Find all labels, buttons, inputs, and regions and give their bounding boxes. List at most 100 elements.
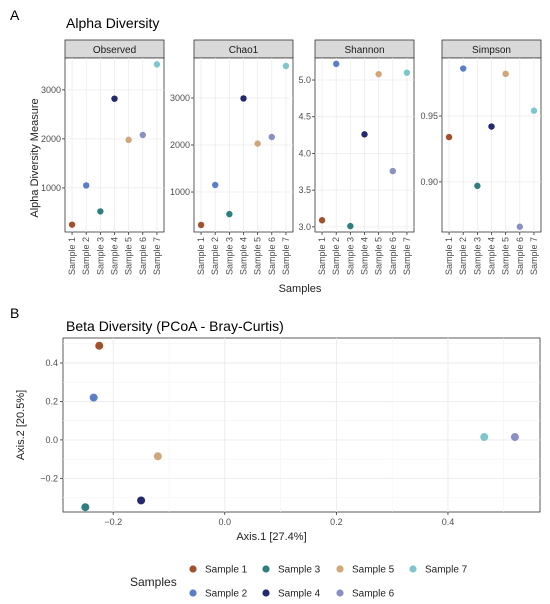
- x-tick-label: Sample 6: [267, 237, 277, 275]
- y-tick-label: 4.0: [298, 148, 311, 158]
- x-tick-label: Sample 5: [501, 237, 511, 275]
- alpha-y-axis-label: Alpha Diversity Measure: [29, 98, 41, 217]
- legend-item-sample-4: Sample 4: [262, 589, 321, 600]
- beta-x-axis-label: Axis.1 [27.4%]: [236, 531, 306, 543]
- point-chao1-sample-3: [226, 210, 233, 218]
- y-tick-label: 0.95: [420, 111, 438, 121]
- point-observed-sample-6: [139, 131, 146, 139]
- point-observed-sample-7: [153, 61, 161, 68]
- alpha-title: Alpha Diversity: [66, 15, 159, 31]
- x-tick-label: Sample 7: [152, 237, 162, 275]
- beta-panel: [62, 337, 541, 513]
- x-tick-label: Sample 3: [345, 237, 355, 275]
- panel-b-letter: B: [10, 305, 19, 321]
- x-tick-label: −0.2: [104, 517, 122, 527]
- point-sample-6: [510, 433, 519, 442]
- y-tick-label: 1000: [170, 187, 190, 197]
- legend-item-sample-2: Sample 2: [189, 589, 248, 600]
- legend-swatch: [262, 589, 270, 597]
- x-tick-label: Sample 7: [529, 237, 539, 275]
- legend-item-sample-7: Sample 7: [409, 565, 468, 576]
- point-sample-3: [81, 503, 90, 512]
- legend-label: Sample 2: [205, 589, 248, 600]
- x-tick-label: Sample 4: [360, 237, 370, 275]
- y-tick-label: 0.90: [420, 177, 438, 187]
- x-tick-label: Sample 1: [317, 237, 327, 275]
- point-simpson-sample-2: [460, 65, 467, 72]
- alpha-x-axis-label: Samples: [279, 283, 322, 295]
- legend-item-sample-5: Sample 5: [336, 565, 395, 576]
- legend-item-sample-6: Sample 6: [336, 589, 395, 600]
- point-simpson-sample-7: [530, 107, 538, 114]
- legend-swatch: [336, 589, 344, 597]
- legend-label: Sample 1: [205, 565, 248, 576]
- y-tick-label: 0.4: [45, 358, 58, 368]
- point-chao1-sample-1: [197, 221, 205, 229]
- y-tick-label: 0.2: [45, 396, 58, 406]
- point-simpson-sample-5: [502, 70, 509, 78]
- x-tick-label: Sample 4: [239, 237, 249, 275]
- x-tick-label: Sample 3: [95, 237, 105, 275]
- x-tick-label: Sample 5: [253, 237, 263, 275]
- x-tick-label: Sample 7: [281, 237, 291, 275]
- legend-swatch: [189, 589, 197, 597]
- x-tick-label: Sample 2: [331, 237, 341, 275]
- x-tick-label: 0.0: [219, 517, 232, 527]
- x-tick-label: Sample 6: [388, 237, 398, 275]
- x-tick-label: Sample 5: [124, 237, 134, 275]
- point-shannon-sample-1: [318, 217, 326, 224]
- point-sample-1: [95, 341, 104, 350]
- y-tick-label: 0.0: [45, 435, 58, 445]
- point-shannon-sample-5: [375, 70, 382, 78]
- facet-chao1: Chao1 1000 2000 3000 Sample 1 Sample 2 Sample …: [170, 39, 294, 275]
- y-tick-label: 3000: [170, 93, 190, 103]
- point-shannon-sample-6: [389, 167, 396, 175]
- facet-strip-label: Observed: [93, 45, 136, 56]
- x-tick-label: Sample 2: [458, 237, 468, 275]
- y-tick-label: 4.5: [298, 112, 311, 122]
- y-tick-label: 2000: [41, 134, 61, 144]
- beta-title: Beta Diversity (PCoA - Bray-Curtis): [66, 318, 284, 334]
- point-chao1-sample-4: [240, 95, 247, 102]
- x-tick-label: Sample 3: [472, 237, 482, 275]
- legend: Samples Sample 1 Sample 2 Sample 3 Sample 4 S…: [130, 565, 468, 600]
- legend-swatch: [262, 565, 270, 573]
- point-chao1-sample-6: [268, 133, 275, 141]
- legend-swatch: [336, 565, 344, 573]
- point-observed-sample-2: [83, 182, 90, 189]
- y-tick-label: 3000: [41, 85, 61, 95]
- x-tick-label: Sample 2: [210, 237, 220, 275]
- point-simpson-sample-4: [488, 123, 495, 130]
- x-tick-label: Sample 6: [138, 237, 148, 275]
- x-tick-label: Sample 4: [487, 237, 497, 275]
- facet-simpson: Simpson 0.90 0.95 Sample 1 Sample 2 Sample 3 S…: [420, 39, 542, 275]
- legend-label: Sample 5: [352, 565, 395, 576]
- point-simpson-sample-3: [474, 182, 481, 190]
- point-sample-2: [89, 393, 98, 402]
- point-observed-sample-3: [97, 208, 104, 215]
- point-sample-7: [480, 433, 489, 442]
- point-simpson-sample-1: [445, 133, 453, 141]
- point-observed-sample-4: [111, 95, 118, 102]
- legend-label: Sample 6: [352, 589, 395, 600]
- facet-strip-label: Chao1: [229, 45, 259, 56]
- y-tick-label: 2000: [170, 140, 190, 150]
- point-chao1-sample-5: [254, 140, 261, 147]
- legend-item-sample-3: Sample 3: [262, 565, 321, 576]
- y-tick-label: −0.2: [40, 473, 58, 483]
- y-tick-label: 5.0: [298, 75, 311, 85]
- point-observed-sample-1: [68, 221, 76, 228]
- legend-swatch: [409, 565, 417, 573]
- legend-swatch: [189, 565, 197, 573]
- point-shannon-sample-7: [403, 69, 411, 76]
- x-tick-label: Sample 5: [374, 237, 384, 275]
- point-shannon-sample-4: [361, 131, 368, 138]
- beta-y-axis-label: Axis.2 [20.5%]: [15, 390, 27, 460]
- y-tick-label: 3.0: [298, 222, 311, 232]
- x-tick-label: 0.4: [442, 517, 455, 527]
- beta-plot: −0.2 0.0 0.2 0.4 −0.2 0.0 0.2 0.4 Axis.1 [27.4%]…: [15, 337, 541, 543]
- legend-label: Sample 3: [278, 565, 321, 576]
- facet-strip-label: Shannon: [344, 45, 384, 56]
- x-tick-label: Sample 6: [515, 237, 525, 275]
